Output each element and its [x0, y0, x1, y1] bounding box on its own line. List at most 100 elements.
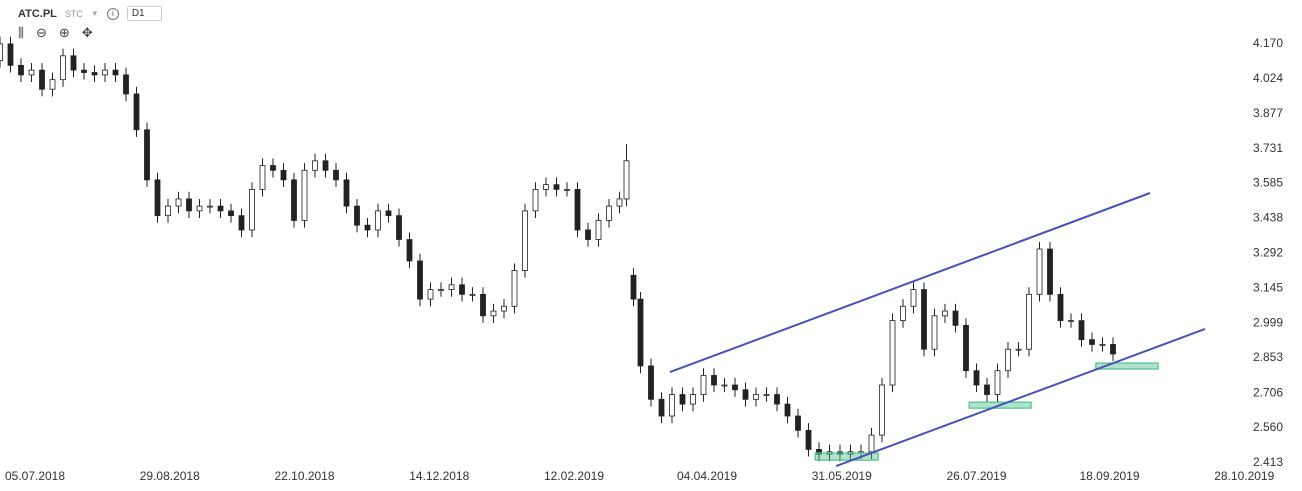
header: ATC.PL STC ▼ i D1 — [18, 6, 162, 21]
candle-body — [679, 394, 686, 405]
candle-body — [900, 305, 906, 321]
candle-body — [28, 69, 35, 76]
candle-body — [1110, 344, 1116, 355]
x-tick-label: 18.09.2019 — [1079, 469, 1139, 483]
y-tick-label: 3.438 — [1253, 211, 1283, 225]
candle-body — [973, 370, 980, 386]
candle-body — [795, 415, 801, 431]
candle-body — [364, 224, 371, 231]
x-tick-label: 26.07.2019 — [946, 469, 1006, 483]
x-tick-label: 04.04.2019 — [677, 469, 737, 483]
y-tick-label: 2.999 — [1253, 315, 1283, 329]
candle-body — [1005, 348, 1011, 372]
zoom-out[interactable]: ⊖ — [35, 25, 47, 40]
candle-body — [868, 434, 875, 453]
candle-body — [637, 298, 644, 367]
candle-body — [375, 210, 381, 231]
candle-body — [0, 43, 3, 61]
candle-body — [154, 179, 161, 217]
y-tick-label: 3.292 — [1253, 245, 1283, 259]
candle-body — [648, 365, 654, 400]
dropdown-arrow[interactable]: ▼ — [90, 9, 99, 18]
x-tick-label: 12.02.2019 — [544, 469, 604, 483]
trend-line — [835, 328, 1206, 468]
candle-body — [532, 188, 539, 212]
candle-body — [385, 210, 392, 217]
mode[interactable]: STC — [64, 8, 83, 19]
candle-body — [102, 69, 108, 76]
candle-body — [18, 64, 24, 76]
candle-body — [1068, 320, 1074, 322]
candle-body — [921, 289, 927, 350]
candle-body — [144, 129, 150, 181]
candle-body — [133, 93, 140, 131]
candle-body — [543, 184, 549, 190]
candle-body — [259, 165, 266, 190]
candle-body — [1089, 339, 1095, 345]
x-tick-label: 05.07.2018 — [5, 469, 65, 483]
candle-body — [427, 289, 434, 300]
candle-body — [249, 188, 255, 231]
candle-body — [952, 310, 959, 326]
candle-body — [7, 43, 14, 66]
candle-body — [60, 55, 66, 81]
candle-body — [501, 305, 507, 312]
candle-body — [228, 210, 234, 217]
candle-body — [39, 69, 45, 90]
candle-body — [70, 55, 77, 71]
candle-body — [165, 205, 171, 217]
x-tick-label: 28.10.2019 — [1214, 469, 1274, 483]
candle-body — [448, 284, 455, 290]
candle-body — [623, 160, 630, 200]
candle-body — [123, 74, 129, 95]
candle-body — [574, 188, 581, 231]
y-tick-label: 2.413 — [1253, 455, 1283, 469]
candle-body — [942, 310, 948, 317]
candle-body — [1047, 248, 1053, 295]
candle-body — [784, 403, 791, 417]
candle-body — [480, 293, 486, 317]
candle-body — [438, 289, 444, 291]
y-tick-label: 4.024 — [1253, 71, 1283, 85]
candle-body — [490, 310, 497, 317]
candle-body — [994, 370, 1001, 395]
candle-body — [763, 394, 770, 396]
candle-body — [732, 384, 738, 391]
candle-body — [175, 198, 182, 207]
candle-body — [669, 394, 675, 417]
x-tick-label: 14.12.2018 — [409, 469, 469, 483]
y-tick-label: 3.731 — [1253, 141, 1283, 155]
candle-body — [658, 398, 665, 417]
candle-body — [1057, 293, 1064, 321]
symbol[interactable]: ATC.PL — [18, 7, 57, 20]
candle-body — [322, 160, 329, 171]
candle-body — [816, 449, 822, 455]
candle-body — [630, 274, 637, 300]
candle-body — [270, 165, 276, 171]
x-tick-label: 22.10.2018 — [274, 469, 334, 483]
candle-body — [690, 394, 696, 405]
candle-body — [511, 270, 518, 307]
zoom-in[interactable]: ⊕ — [58, 25, 70, 40]
candle-body — [459, 284, 465, 295]
candle-body — [91, 72, 98, 76]
info-icon[interactable]: i — [106, 7, 119, 20]
candle-tool[interactable]: ⫼ — [18, 25, 24, 40]
candle-body — [553, 184, 560, 190]
interval[interactable]: D1 — [126, 6, 162, 21]
candle-body — [753, 394, 759, 400]
y-tick-label: 3.145 — [1253, 281, 1283, 295]
candle-body — [49, 79, 56, 90]
pan-tool[interactable]: ✥ — [81, 25, 93, 40]
candle-body — [616, 198, 623, 207]
y-tick-label: 2.853 — [1253, 350, 1283, 364]
candle-body — [238, 215, 245, 231]
candle-body — [280, 169, 287, 181]
candle-body — [112, 69, 119, 76]
candle-body — [186, 198, 192, 212]
candle-body — [417, 260, 423, 300]
candle-body — [889, 320, 896, 386]
candle-body — [879, 384, 885, 436]
candle-body — [522, 210, 528, 271]
